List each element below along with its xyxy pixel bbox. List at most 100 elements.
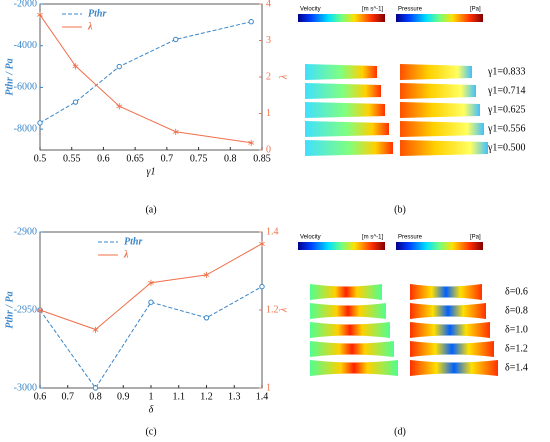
x-tick-label: 0.8 <box>89 391 102 402</box>
colorbar-unit: [Pa] <box>470 7 481 13</box>
y-tick-label: -6000 <box>14 82 37 93</box>
panel-label: (c) <box>145 426 156 437</box>
point <box>248 19 254 25</box>
x-tick-label: 1.3 <box>228 391 241 402</box>
y2-axis-label: λ <box>278 74 289 80</box>
y-axis-label: Pthr / Pa <box>4 58 15 95</box>
x-tick-label: 1.1 <box>173 391 186 402</box>
x-tick-label: 0.75 <box>190 153 208 164</box>
colorbar-title: Velocity <box>300 7 321 13</box>
cfd-rows: δ=0.6 δ=0.8 δ=1.0 δ=1.2 δ=1.4 <box>310 284 528 376</box>
colorbar <box>298 242 385 250</box>
point <box>173 36 179 43</box>
velocity-field <box>305 121 389 137</box>
velocity-field <box>305 140 393 156</box>
y-tick-label: -3000 <box>14 382 37 393</box>
row-label: δ=0.8 <box>505 305 528 316</box>
pressure-field <box>400 83 476 99</box>
point <box>116 63 122 70</box>
velocity-field <box>305 83 381 99</box>
row-label: γ1=0.833 <box>487 66 526 77</box>
pressure-field <box>400 121 484 137</box>
x-tick-label: 0.85 <box>253 153 271 164</box>
x-tick-label: 0.9 <box>117 391 130 402</box>
point: ∗ <box>258 239 266 250</box>
panel-label: (b) <box>394 204 406 215</box>
panel-d: Velocity [m s^-1] Pressure [Pa] δ=0.6δ=0… <box>298 235 528 437</box>
x-tick-label: 1 <box>149 391 154 402</box>
panel-label: (d) <box>394 426 406 437</box>
y2-tick-label: 1 <box>266 108 271 119</box>
point <box>203 315 210 321</box>
series-line <box>39 243 263 331</box>
velocity-field <box>310 284 382 300</box>
series-line <box>39 286 263 389</box>
point <box>259 283 265 290</box>
point: ∗ <box>247 138 255 149</box>
legend-label: λ <box>123 249 129 260</box>
x-tick-label: 0.8 <box>224 153 237 164</box>
velocity-field <box>305 102 385 118</box>
legend-label: Pthr <box>124 236 142 247</box>
y-tick-label: -4000 <box>14 40 37 51</box>
colorbar-unit: [Pa] <box>470 235 481 241</box>
panel-b: Velocity [m s^-1] Pressure [Pa] γ1=0.833… <box>298 7 526 215</box>
legend-label: Pthr <box>88 8 106 19</box>
y-tick-label: -2950 <box>14 304 37 315</box>
velocity-field <box>310 303 386 319</box>
x-tick-label: 0.6 <box>97 153 110 164</box>
point: ∗ <box>36 305 44 316</box>
y2-tick-label: 1.2 <box>266 304 279 315</box>
x-tick-label: 0.6 <box>34 391 47 402</box>
plot-frame <box>39 231 263 389</box>
x-tick-label: 1.2 <box>200 391 213 402</box>
colorbar-unit: [m s^-1] <box>362 235 383 241</box>
point: ∗ <box>115 101 123 112</box>
point: ∗ <box>71 61 79 72</box>
legend-label: λ <box>87 21 93 32</box>
colorbar-title: Pressure <box>398 7 423 13</box>
series-line <box>39 14 252 144</box>
pressure-field <box>410 360 498 376</box>
pressure-field <box>400 102 480 118</box>
pressure-field <box>410 322 490 338</box>
plot-frame <box>39 3 263 151</box>
point <box>92 385 99 391</box>
colorbar <box>396 14 483 22</box>
y-tick-label: -8000 <box>14 123 37 134</box>
y2-tick-label: 4 <box>266 0 271 9</box>
point <box>72 99 79 105</box>
cfd-rows: γ1=0.833 γ1=0.714 γ1=0.625 γ1=0.556 γ1=0.500 <box>305 64 526 156</box>
y2-tick-label: 1.4 <box>266 226 279 237</box>
y-tick-label: -2000 <box>14 0 37 9</box>
velocity-field <box>310 360 398 376</box>
y2-axis-label: λ <box>278 307 289 313</box>
pressure-field <box>400 140 488 156</box>
pressure-field <box>400 64 472 80</box>
x-tick-label: 0.7 <box>161 153 174 164</box>
pressure-field <box>410 303 486 319</box>
pressure-field <box>410 284 482 300</box>
pressure-field <box>410 341 494 357</box>
point: ∗ <box>36 10 44 21</box>
point: ∗ <box>91 325 99 336</box>
colorbar <box>298 14 385 22</box>
colorbar-unit: [m s^-1] <box>362 7 383 13</box>
row-label: γ1=0.625 <box>487 104 526 115</box>
x-tick-label: 0.55 <box>63 153 81 164</box>
row-label: δ=1.0 <box>505 324 528 335</box>
x-tick-label: 1.4 <box>256 391 269 402</box>
colorbar-title: Pressure <box>398 235 423 241</box>
row-label: δ=1.2 <box>505 343 528 354</box>
x-axis-label: δ <box>149 404 154 415</box>
row-label: δ=1.4 <box>505 362 528 373</box>
x-tick-label: 0.65 <box>126 153 144 164</box>
panel-label: (a) <box>145 204 156 215</box>
charts: 0.5 0.55 0.6 0.65 0.7 0.75 0.8 0.85 -8000 -6000 -4… <box>4 0 289 437</box>
point <box>148 299 154 305</box>
y2-tick-label: 0 <box>266 144 271 155</box>
row-label: γ1=0.556 <box>487 123 526 134</box>
y-tick-label: -2900 <box>14 226 37 237</box>
velocity-field <box>305 64 377 80</box>
